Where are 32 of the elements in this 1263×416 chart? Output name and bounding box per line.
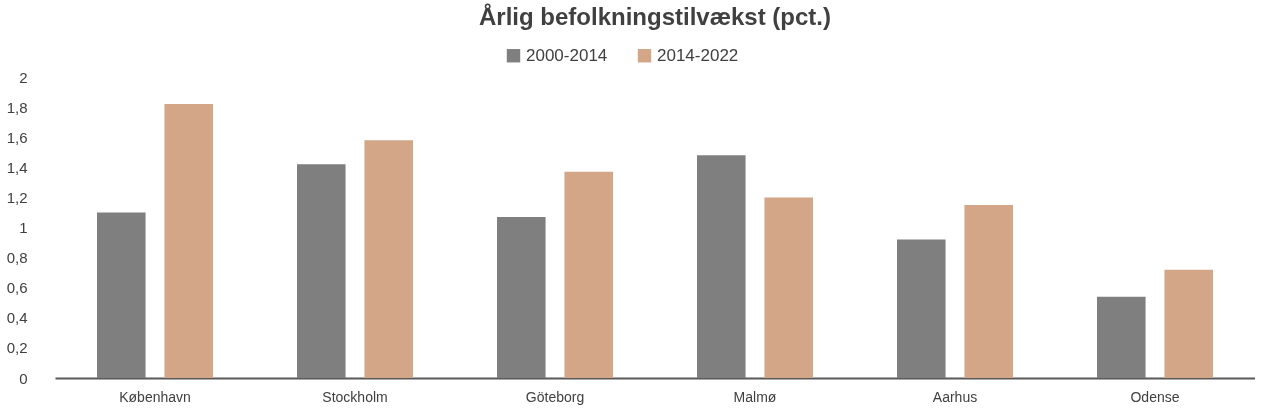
bar	[697, 155, 746, 378]
bar	[364, 140, 413, 378]
x-tick-label: Malmø	[733, 388, 777, 405]
y-tick-label: 0,2	[6, 339, 28, 357]
x-tick-label: Stockholm	[322, 388, 388, 405]
legend-label: 2014-2022	[657, 45, 739, 65]
bar	[497, 216, 546, 378]
chart-title: Årlig befolkningstilvækst (pct.)	[478, 3, 832, 30]
x-tick-label: Aarhus	[932, 388, 978, 405]
y-tick-label: 0	[19, 369, 28, 387]
legend-label: 2000-2014	[526, 45, 608, 65]
bar	[297, 164, 346, 378]
x-tick-label: Göteborg	[525, 388, 585, 405]
bar	[897, 239, 946, 378]
bar	[97, 212, 146, 378]
bar	[964, 204, 1013, 378]
bar	[1164, 269, 1213, 378]
bar	[764, 197, 813, 378]
y-tick-label: 1	[19, 219, 28, 236]
y-tick-label: 0,8	[6, 249, 28, 267]
y-tick-label: 0,6	[6, 279, 28, 297]
bar	[164, 104, 213, 378]
y-tick-label: 0,4	[6, 309, 28, 327]
y-tick-label: 1,4	[6, 158, 28, 176]
x-tick-label: København	[119, 388, 191, 405]
y-tick-label: 1,6	[6, 128, 28, 146]
y-tick-label: 2	[19, 68, 28, 86]
x-tick-label: Odense	[1130, 388, 1180, 405]
bar	[564, 171, 613, 378]
y-tick-label: 1,2	[6, 188, 28, 206]
bar	[1097, 296, 1146, 378]
y-tick-label: 1,8	[6, 98, 28, 116]
